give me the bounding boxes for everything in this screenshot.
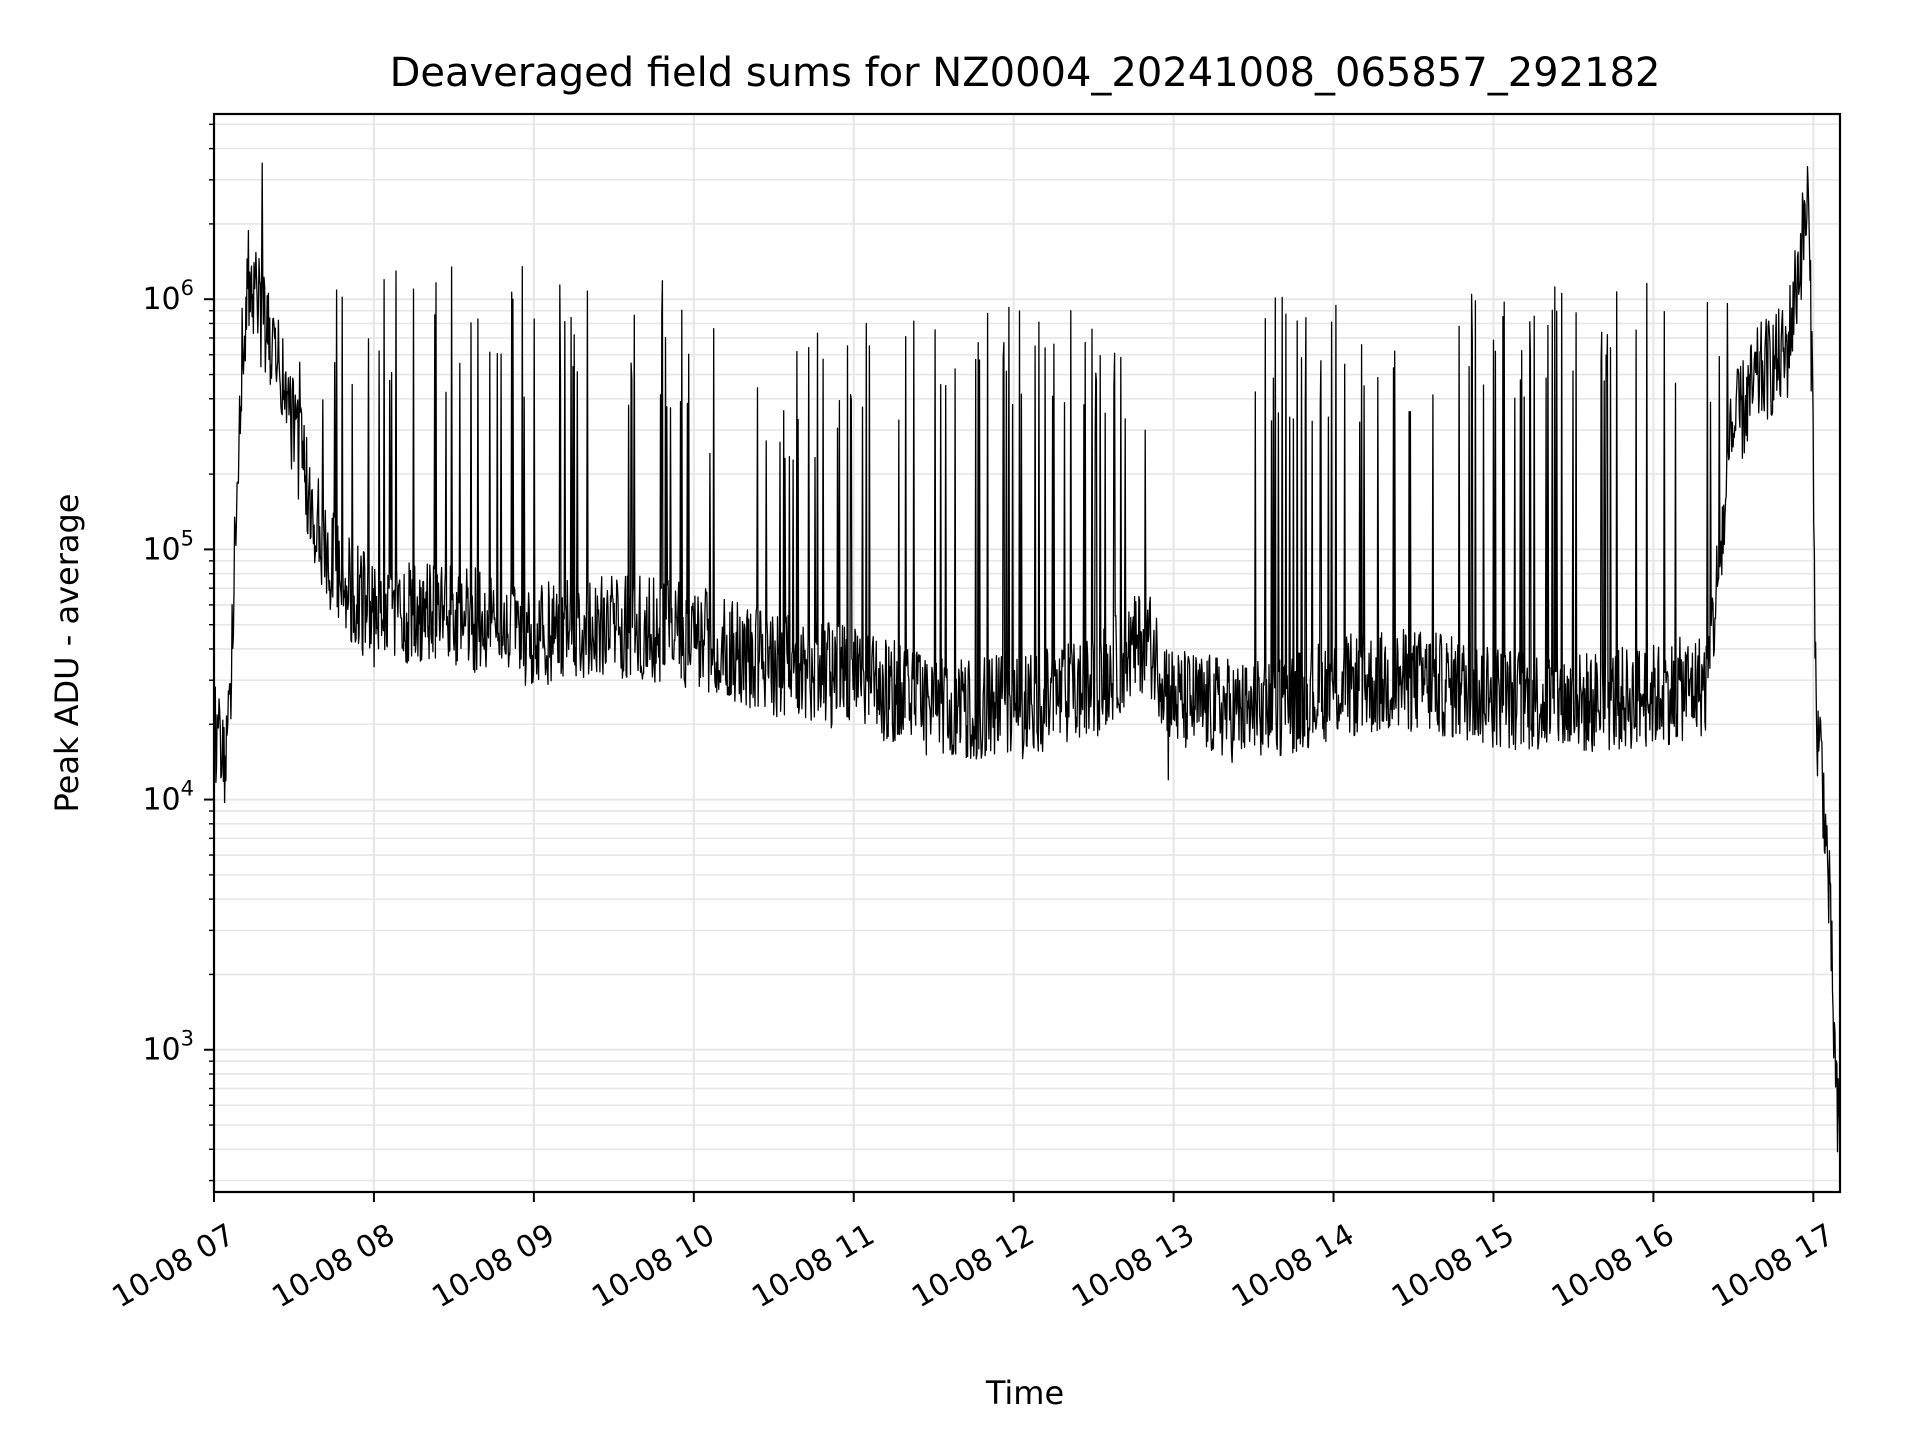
y-tick-exponent: 3 bbox=[181, 1027, 194, 1051]
series-line bbox=[214, 162, 1840, 1181]
x-axis-title: Time bbox=[985, 1374, 1064, 1412]
y-tick-label: 105 bbox=[142, 526, 194, 567]
y-tick-exponent: 4 bbox=[181, 777, 194, 801]
grid-lines bbox=[213, 114, 1840, 1192]
y-tick-base: 10 bbox=[142, 532, 180, 567]
y-tick-label: 106 bbox=[142, 276, 194, 317]
y-axis-title: Peak ADU - average bbox=[48, 494, 86, 813]
y-tick-exponent: 6 bbox=[181, 276, 194, 300]
chart-title: Deaveraged field sums for NZ0004_2024100… bbox=[390, 50, 1661, 96]
y-tick-label: 103 bbox=[142, 1027, 194, 1068]
y-tick-exponent: 5 bbox=[181, 526, 194, 550]
y-tick-base: 10 bbox=[142, 1033, 180, 1068]
y-tick-base: 10 bbox=[142, 783, 180, 818]
y-tick-label: 104 bbox=[142, 777, 194, 818]
plot-frame bbox=[212, 112, 1842, 1194]
y-tick-base: 10 bbox=[142, 282, 180, 317]
